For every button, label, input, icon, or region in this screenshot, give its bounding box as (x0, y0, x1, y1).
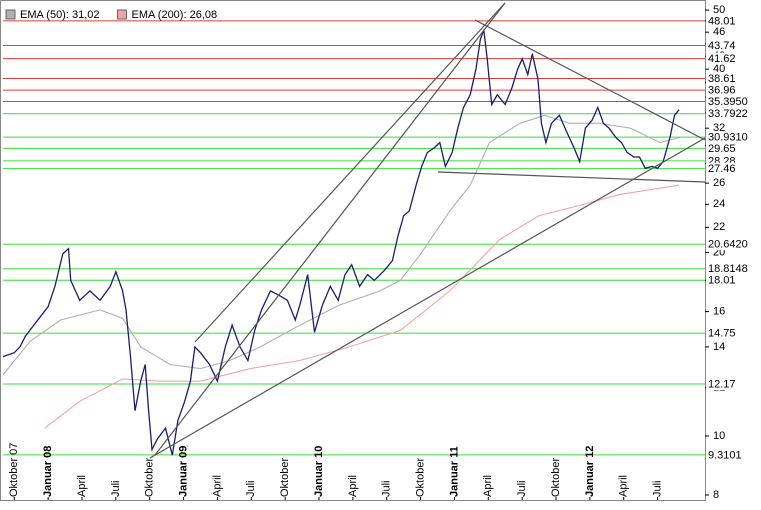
y-tick-label: 14 (713, 341, 725, 353)
x-tick-label: April (482, 475, 494, 497)
level-label: 18.8148 (708, 263, 748, 275)
level-label: 38.61 (708, 73, 736, 85)
level-label-bg (706, 238, 760, 251)
legend: EMA (50): 31,02 EMA (200): 26,08 (5, 9, 218, 21)
x-tick-label: Oktober 07 (8, 443, 20, 497)
legend-swatch (117, 9, 127, 20)
trend-line (154, 2, 506, 456)
y-tick-label: 50 (713, 4, 725, 16)
x-tick-label: Oktober (279, 458, 291, 497)
level-label-bg (706, 131, 760, 144)
level-label-bg (706, 72, 760, 85)
x-tick-label: Juli (516, 480, 528, 497)
series-line (44, 184, 680, 429)
x-tick-label: April (211, 475, 223, 497)
x-tick-label: April (618, 475, 630, 497)
x-tick-label: Januar 09 (177, 446, 189, 497)
level-label: 20.6420 (708, 239, 748, 251)
level-label: 41.62 (708, 53, 736, 65)
level-label-bg (706, 448, 760, 461)
x-tick-label: Januar 08 (42, 446, 54, 497)
level-label: 30.9310 (708, 132, 748, 144)
legend-swatch (5, 9, 16, 20)
level-label: 36.96 (708, 84, 736, 96)
level-label: 14.75 (708, 328, 736, 340)
level-label-bg (706, 52, 760, 65)
level-label-bg (706, 14, 760, 27)
x-tick-label: Januar 12 (584, 446, 596, 497)
level-label-bg (706, 107, 760, 120)
trend-lines (149, 2, 706, 459)
y-tick-label: 40 (713, 63, 725, 75)
x-tick-label: Oktober (414, 458, 426, 497)
y-tick-label: 8 (713, 489, 719, 501)
level-label-bg (706, 262, 760, 275)
y-tick-label: 32 (713, 122, 725, 134)
x-tick-label: Januar 11 (448, 446, 460, 497)
series-group (44, 184, 680, 429)
y-tick-label: 46 (713, 26, 725, 38)
x-tick-label: Juli (110, 480, 122, 497)
x-tick-label: Juli (381, 480, 393, 497)
trend-line (149, 137, 706, 459)
y-tick-label: 16 (713, 306, 725, 318)
level-label: 9.3101 (708, 449, 742, 461)
level-label-bg (706, 84, 760, 97)
trend-line (474, 19, 706, 141)
level-label-bg (706, 162, 760, 175)
trend-line (437, 171, 706, 183)
series-group (2, 114, 681, 376)
level-label-bg (706, 377, 760, 390)
y-tick-label: 22 (713, 221, 725, 233)
legend-label: EMA (200): 26,08 (132, 9, 218, 21)
level-label: 43.74 (708, 40, 736, 52)
x-tick-label: Oktober (144, 458, 156, 497)
x-tick-label: Juli (652, 480, 664, 497)
x-tick-label: Juli (245, 480, 257, 497)
x-tick-label: Januar 10 (313, 446, 325, 497)
level-label: 33.7922 (708, 108, 748, 120)
levels (3, 20, 705, 456)
x-tick-label: April (76, 475, 88, 497)
series-group (2, 29, 680, 456)
x-tick-label: Oktober (550, 458, 562, 497)
series-line (2, 114, 681, 376)
level-label-bg (706, 327, 760, 340)
level-label-bg (706, 274, 760, 287)
y-tick-label: 10 (713, 430, 725, 442)
y-tick-label: 24 (713, 198, 725, 210)
level-label: 12.17 (708, 378, 736, 390)
level-label-bg (706, 39, 760, 52)
plot-frame (0, 0, 706, 501)
trend-line (194, 2, 506, 343)
y-tick-label: 26 (713, 177, 725, 189)
level-label-bg (706, 95, 760, 108)
level-label-bg (706, 142, 760, 155)
level-label: 18.01 (708, 275, 736, 287)
level-label: 48.01 (708, 15, 736, 27)
level-label: 35.3950 (708, 96, 748, 108)
level-label: 27.46 (708, 163, 736, 175)
legend-label: EMA (50): 31,02 (20, 9, 100, 21)
level-label: 29.65 (708, 143, 736, 155)
series-line (2, 29, 680, 456)
x-tick-label: April (347, 475, 359, 497)
